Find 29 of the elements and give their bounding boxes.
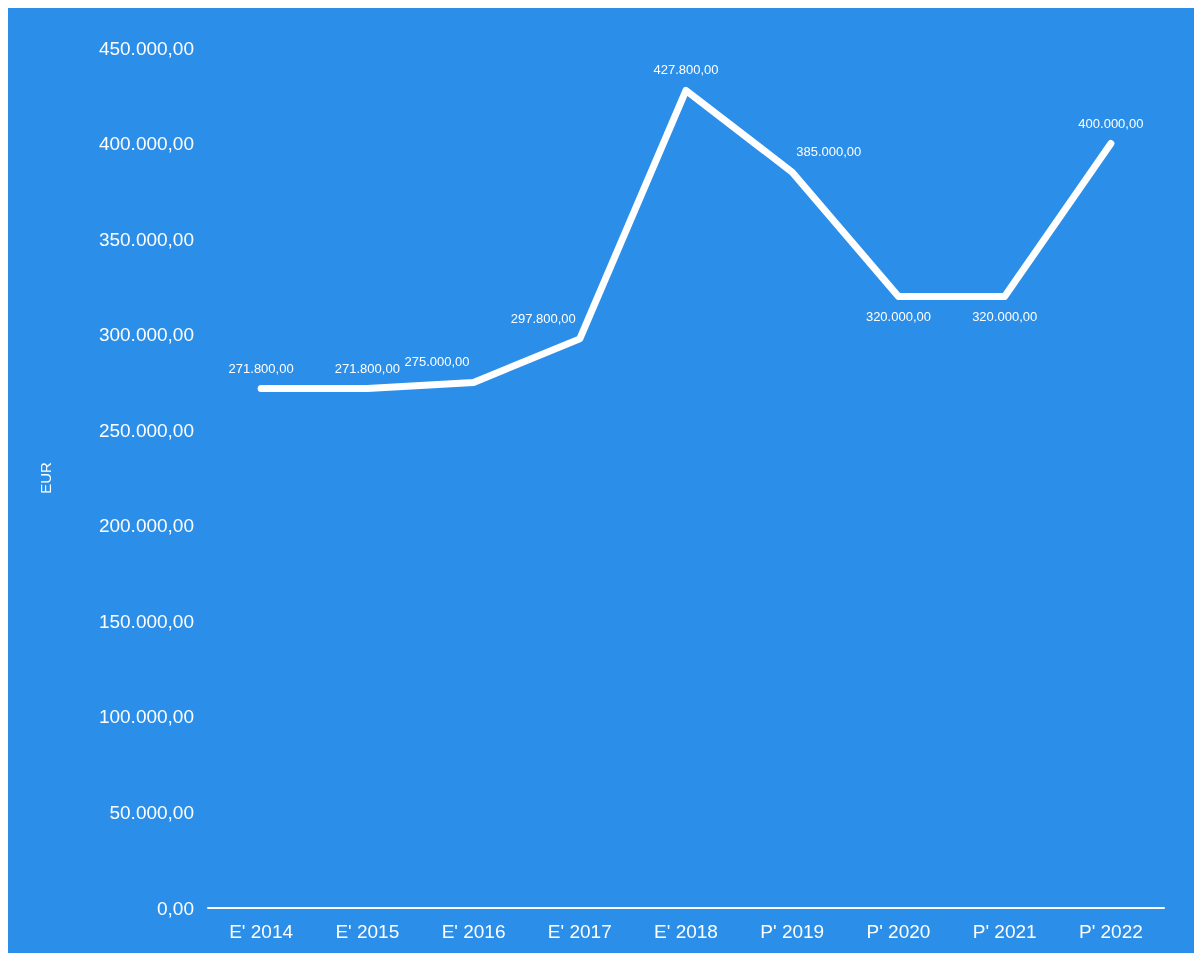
y-axis-title: EUR [37,462,54,494]
x-tick-label: E' 2018 [654,921,718,942]
x-tick-label: E' 2016 [441,921,506,942]
x-tick-label: E' 2015 [335,921,400,942]
y-tick-label: 50.000,00 [109,801,194,823]
y-tick-label: 250.000,00 [98,419,194,441]
x-tick-label: P' 2022 [1078,921,1143,942]
x-tick-label: E' 2017 [547,921,612,942]
x-tick-label: P' 2019 [760,921,825,942]
data-label: 271.800,00 [334,360,400,376]
x-tick-label: P' 2020 [866,921,931,942]
x-tick-label: E' 2014 [229,921,294,942]
y-tick-label: 300.000,00 [98,324,194,346]
y-tick-label: 200.000,00 [98,515,194,537]
y-tick-label: 450.000,00 [98,37,194,59]
data-label: 297.800,00 [510,310,576,326]
y-tick-label: 350.000,00 [98,228,194,250]
data-label: 271.800,00 [228,360,294,376]
data-label: 427.800,00 [653,62,719,78]
y-tick-label: 0,00 [157,897,194,919]
data-label: 275.000,00 [404,354,470,370]
y-tick-label: 100.000,00 [98,706,194,728]
data-label: 320.000,00 [972,309,1038,325]
data-label: 320.000,00 [865,309,931,325]
data-label: 400.000,00 [1078,115,1144,131]
y-tick-label: 150.000,00 [98,610,194,632]
y-tick-label: 400.000,00 [98,133,194,155]
x-tick-label: P' 2021 [972,921,1037,942]
data-label: 385.000,00 [796,144,862,160]
